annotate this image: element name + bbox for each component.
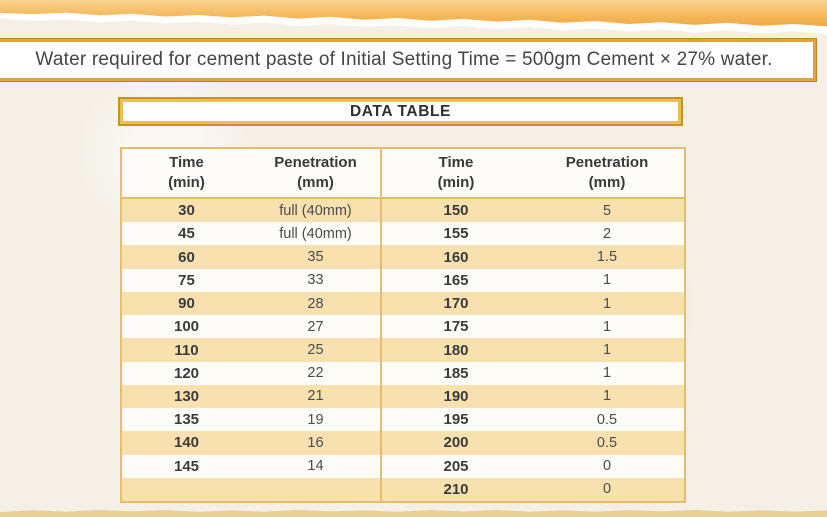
header-penetration-right: Penetration (mm): [530, 149, 684, 197]
header-label: Time: [169, 153, 204, 171]
penetration-cell: 35: [307, 249, 324, 266]
time-cell: 175: [380, 315, 530, 339]
time-cell: 135: [173, 411, 200, 429]
table-row: 120 22 185 1: [122, 361, 684, 385]
penetration-cell: 33: [307, 272, 324, 289]
table-row: 30 full (40mm) 150 5: [122, 199, 684, 223]
time-cell: 150: [380, 199, 530, 223]
penetration-cell: 0: [602, 458, 612, 475]
time-cell: 75: [178, 271, 195, 289]
table-row: 45 full (40mm) 155 2: [122, 222, 684, 246]
penetration-cell: 1.5: [596, 249, 618, 266]
banner-box: Water required for cement paste of Initi…: [0, 38, 817, 82]
time-cell: 205: [380, 454, 530, 478]
time-cell: 100: [173, 318, 200, 336]
time-cell: 45: [178, 225, 195, 243]
banner-text: Water required for cement paste of Initi…: [35, 49, 773, 70]
penetration-cell: full (40mm): [279, 225, 352, 242]
time-cell: 210: [380, 477, 530, 502]
time-cell: 140: [173, 434, 200, 452]
time-cell: [122, 478, 251, 501]
penetration-cell: 1: [602, 365, 612, 382]
header-unit: (mm): [297, 174, 334, 191]
penetration-cell: 28: [307, 295, 324, 312]
torn-paper-edge-bottom: [0, 509, 827, 517]
penetration-cell: 0: [602, 481, 612, 498]
penetration-cell: 5: [602, 202, 612, 219]
penetration-cell: 1: [602, 272, 612, 289]
table-row: 90 28 170 1: [122, 291, 684, 316]
time-cell: 180: [380, 338, 530, 362]
table-row: 135 19 195 0.5: [122, 408, 684, 432]
time-cell: 155: [380, 222, 530, 246]
data-table-title: DATA TABLE: [350, 102, 451, 120]
time-cell: 110: [174, 341, 199, 359]
table-row: 110 25 180 1: [122, 338, 684, 362]
time-cell: 145: [173, 457, 200, 475]
time-cell: 200: [380, 431, 530, 455]
penetration-cell: 19: [307, 411, 324, 428]
table-row: 100 27 175 1: [122, 315, 684, 339]
time-cell: 170: [380, 291, 530, 316]
time-cell: 60: [178, 248, 195, 266]
table-row: 210 0: [122, 477, 684, 502]
table-row: 140 16 200 0.5: [122, 431, 684, 455]
penetration-cell: 14: [307, 458, 324, 475]
penetration-cell: 16: [307, 434, 324, 451]
penetration-cell: 2: [602, 225, 612, 242]
table-row: 145 14 205 0: [122, 454, 684, 478]
penetration-cell: 0.5: [596, 434, 618, 451]
data-table-title-box: DATA TABLE: [118, 97, 683, 126]
header-time-left: Time (min): [122, 149, 251, 197]
table-body: 30 full (40mm) 150 5 45 full (40mm) 155 2 60 35 16…: [122, 199, 684, 502]
header-unit: (min): [437, 174, 475, 191]
penetration-cell: 27: [307, 318, 324, 335]
time-cell: 120: [173, 364, 200, 382]
penetration-cell: 1: [602, 342, 612, 359]
header-unit: (mm): [588, 174, 626, 191]
header-time-right: Time (min): [380, 149, 530, 197]
penetration-cell: 1: [602, 318, 612, 335]
penetration-cell: 25: [307, 342, 324, 359]
table-header-row: Time (min) Penetration (mm) Time (min) P…: [122, 149, 684, 199]
time-cell: 130: [173, 387, 200, 405]
header-label: Time: [438, 153, 474, 171]
header-label: Penetration: [565, 153, 649, 171]
penetration-cell: full (40mm): [279, 202, 352, 219]
table-row: 60 35 160 1.5: [122, 245, 684, 269]
time-cell: 190: [380, 384, 530, 409]
time-cell: 160: [380, 245, 530, 269]
penetration-cell: 21: [307, 388, 324, 405]
penetration-cell: 0.5: [596, 411, 618, 428]
table-row: 75 33 165 1: [122, 268, 684, 292]
penetration-cell: 22: [307, 365, 324, 382]
time-cell: 185: [380, 361, 530, 385]
penetration-cell: [251, 478, 380, 501]
header-unit: (min): [168, 174, 205, 191]
time-cell: 165: [380, 268, 530, 292]
time-cell: 90: [178, 295, 195, 313]
time-cell: 195: [380, 408, 530, 432]
header-penetration-left: Penetration (mm): [251, 149, 380, 197]
data-table: Time (min) Penetration (mm) Time (min) P…: [120, 147, 686, 503]
penetration-cell: 1: [602, 388, 612, 405]
time-cell: 30: [178, 202, 195, 220]
table-row: 130 21 190 1: [122, 384, 684, 409]
penetration-cell: 1: [602, 295, 612, 312]
header-label: Penetration: [274, 153, 357, 171]
